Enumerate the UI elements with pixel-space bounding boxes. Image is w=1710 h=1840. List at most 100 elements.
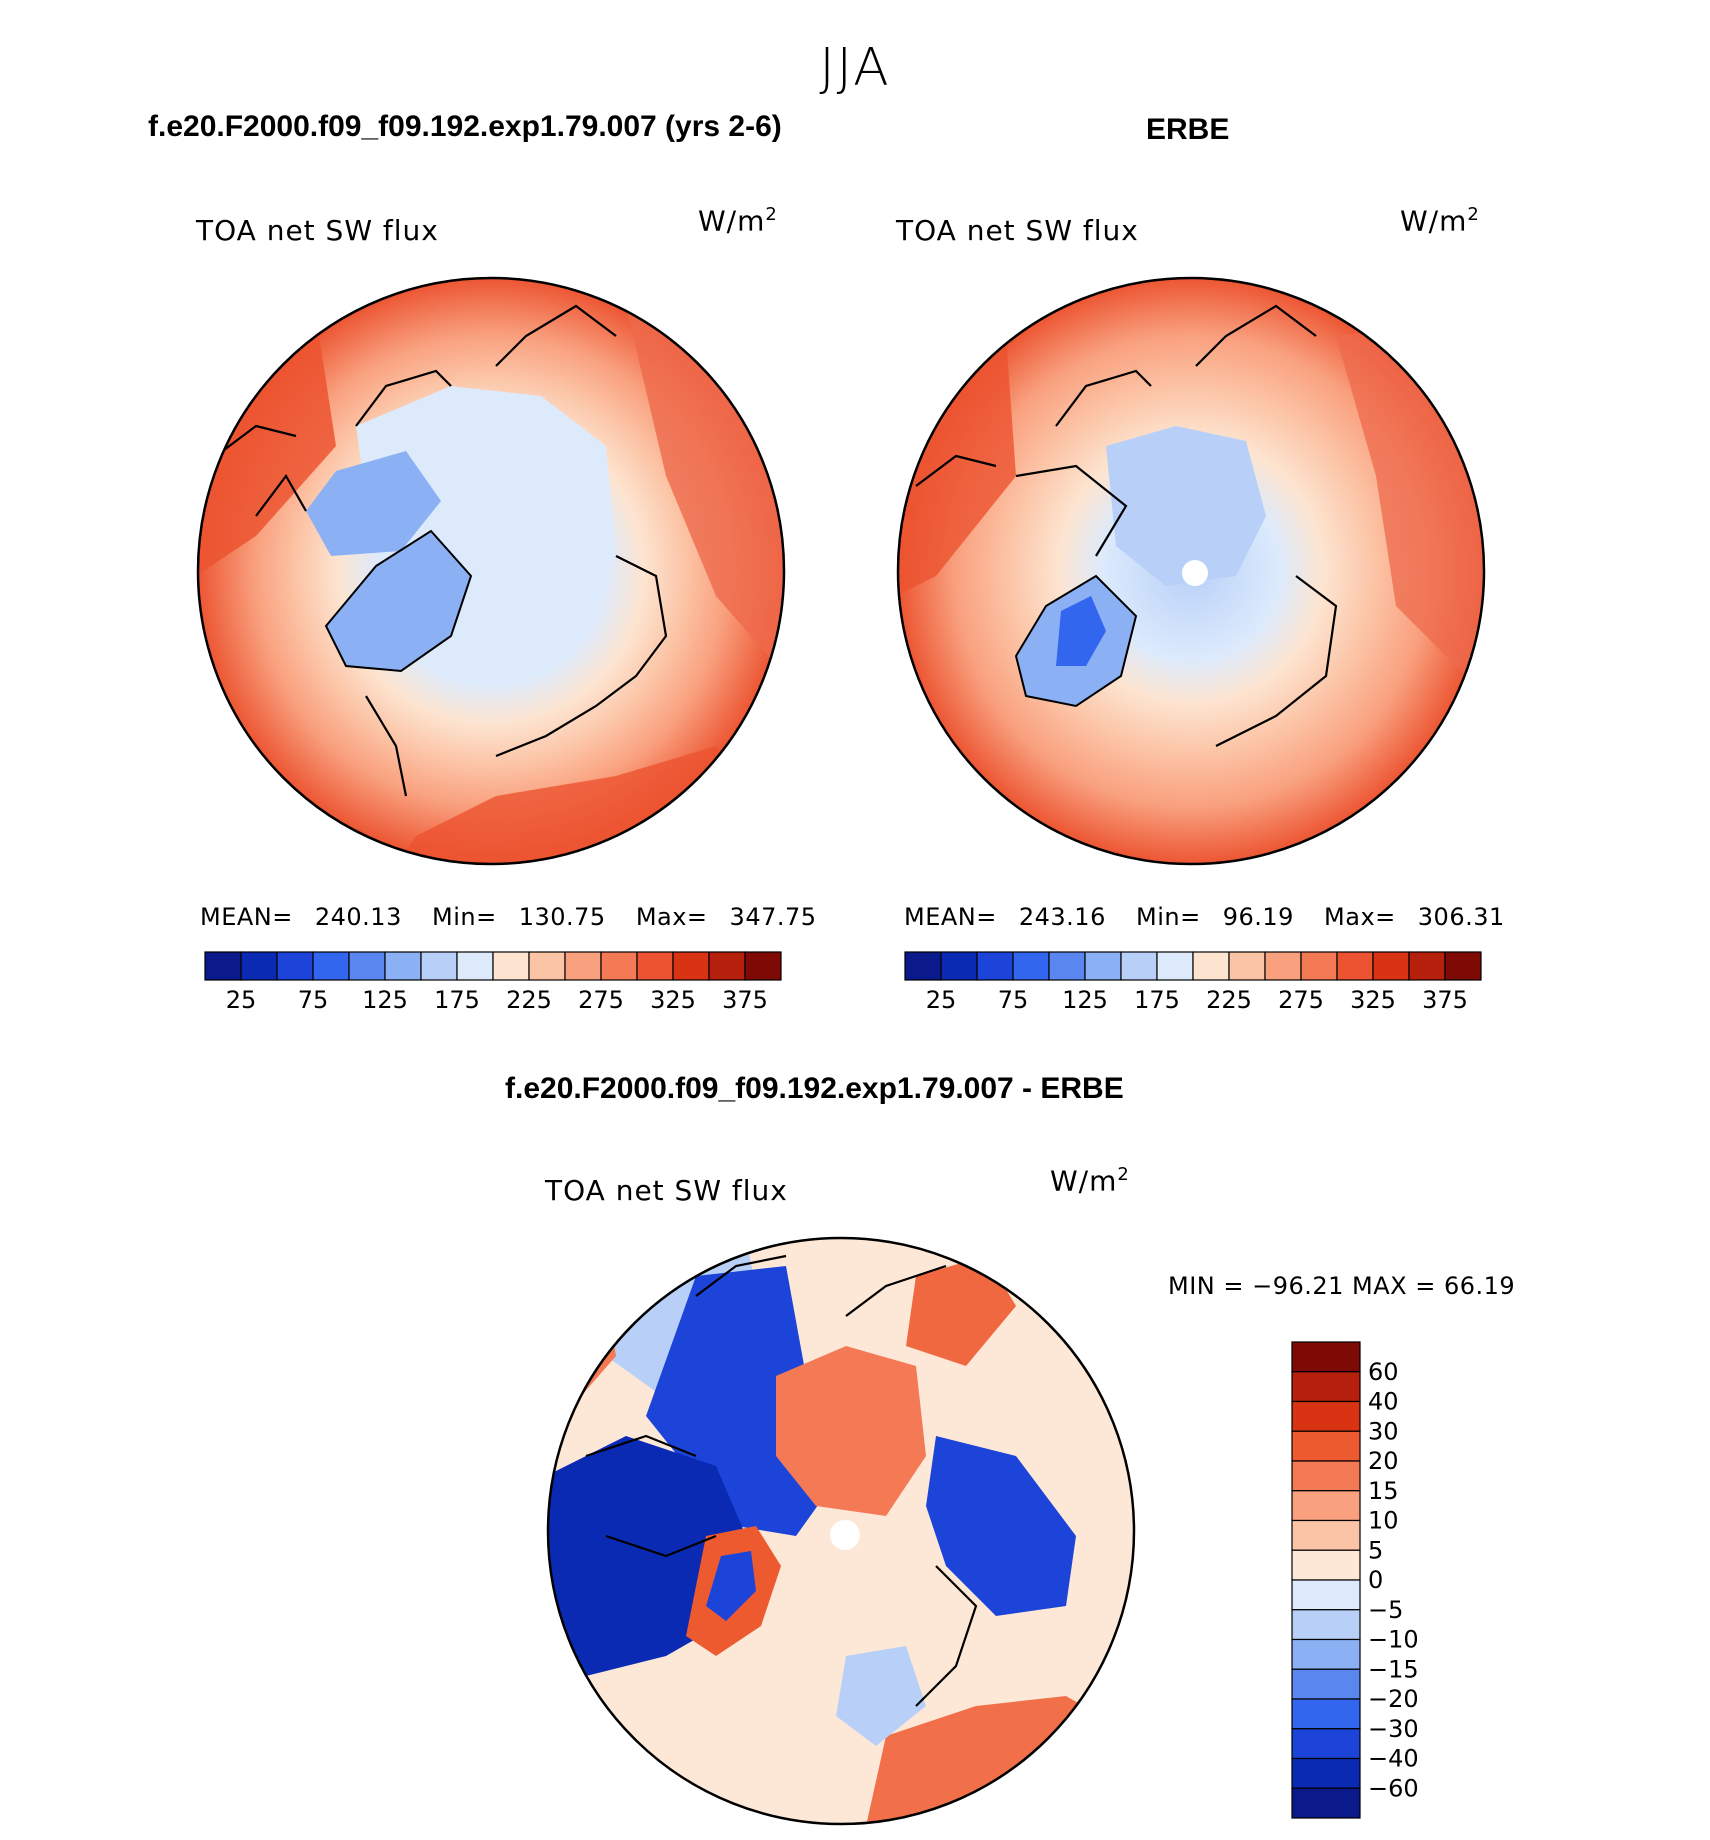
panel2-units-label: W/m2: [1400, 204, 1480, 238]
panel2-colorbar-swatch: [940, 951, 978, 981]
panel1-colorbar-swatch: [564, 951, 602, 981]
panel2-coastlines: [915, 304, 1338, 747]
panel1-colorbar-swatch: [456, 951, 494, 981]
panel3-colorbar-tick-label: −5: [1368, 1596, 1403, 1624]
panel3-colorbar-tick-label: 60: [1368, 1358, 1399, 1386]
panel2-colorbar-swatch: [1156, 951, 1194, 981]
panel2-colorbar-swatch: [1228, 951, 1266, 981]
panel1-colorbar-tick-label: 225: [506, 986, 552, 1010]
panel2-colorbar-swatch: [904, 951, 942, 981]
panel3-colorbar-tick-label: 40: [1368, 1388, 1399, 1416]
panel3-colorbar-swatch: [1291, 1668, 1361, 1700]
panel1-greenland: [324, 529, 473, 673]
panel1-colorbar-swatch: [708, 951, 746, 981]
panel2-colorbar-tick-label: 25: [926, 986, 957, 1010]
panel2-arctic-ice-region: [1106, 426, 1266, 586]
panel1-colorbar: 25 75 125 175 225 275 325 375: [204, 951, 782, 1010]
panel3-colorbar-swatch: [1291, 1728, 1361, 1760]
panel1-mean-value: 240.13: [314, 903, 402, 931]
panel2-max-label: Max=: [1324, 903, 1396, 931]
panel2-colorbar-swatch: [1336, 951, 1374, 981]
panel2-stats: MEAN= 243.16 Min= 96.19 Max= 306.31: [904, 903, 1527, 931]
panel1-map: [196, 276, 786, 866]
panel1-units-label: W/m2: [698, 204, 778, 238]
panel2-colorbar-tick-label: 275: [1278, 986, 1324, 1010]
panel3-colorbar-swatch: [1291, 1400, 1361, 1432]
panel3-variable-label: TOA net SW flux: [545, 1174, 788, 1207]
panel3-greenland-cold: [706, 1551, 756, 1621]
panel2-map-boundary: [896, 276, 1486, 866]
panel2-colorbar-swatch: [1084, 951, 1122, 981]
panel3-colorbar-tick-label: −20: [1368, 1685, 1419, 1713]
panel3-colorbar-tick-label: −40: [1368, 1745, 1419, 1773]
panel2-pole-mask: [1182, 560, 1208, 586]
panel1-colorbar-swatch: [528, 951, 566, 981]
panel3-colorbar-swatch: [1291, 1787, 1361, 1819]
panel3-colorbar-swatch: [1291, 1519, 1361, 1551]
panel3-minmax: MIN = −96.21 MAX = 66.19: [1168, 1272, 1516, 1300]
panel1-coastlines: [215, 304, 668, 797]
panel2-colorbar-swatch: [1048, 951, 1086, 981]
panel3-colorbar-swatch: [1291, 1757, 1361, 1789]
panel2-colorbar-tick-label: 225: [1206, 986, 1252, 1010]
panel2-max-value: 306.31: [1417, 903, 1505, 931]
panel2-colorbar-tick-label: 325: [1350, 986, 1396, 1010]
panel3-colorbar-swatch: [1291, 1490, 1361, 1522]
panel2-colorbar-tick-label: 375: [1422, 986, 1468, 1010]
panel1-colorbar-swatch: [240, 951, 278, 981]
panel3-colorbar-swatch: [1291, 1341, 1361, 1373]
season-title: JJA: [819, 38, 891, 98]
panel1-colorbar-swatch: [204, 951, 242, 981]
panel2-colorbar-swatch: [1192, 951, 1230, 981]
panel2-colorbar-swatch: [976, 951, 1014, 981]
panel1-colorbar-tick-label: 325: [650, 986, 696, 1010]
panel3-coastlines: [585, 1254, 978, 1707]
panel1-colorbar-tick-label: 25: [226, 986, 257, 1010]
panel3-cool-region-scandinavia: [836, 1646, 926, 1746]
panel3-colorbar-tick-label: −30: [1368, 1715, 1419, 1743]
panel2-greenland-core: [1056, 596, 1106, 666]
panel3-colorbar-tick-label: 10: [1368, 1507, 1399, 1535]
panel2-mean-label: MEAN=: [904, 903, 997, 931]
panel1-colorbar-swatch: [492, 951, 530, 981]
panel2-colorbar: 25 75 125 175 225 275 325 375: [904, 951, 1482, 1010]
panel2-colorbar-tick-label: 75: [998, 986, 1029, 1010]
panel1-min-label: Min=: [431, 903, 497, 931]
panel3-colorbar-swatch: [1291, 1579, 1361, 1611]
panel2-title: ERBE: [1146, 113, 1230, 146]
panel2-colorbar-tick-label: 125: [1062, 986, 1108, 1010]
panel1-colorbar-swatch: [384, 951, 422, 981]
panel2-colorbar-swatch: [1372, 951, 1410, 981]
panel3-colorbar-swatch: [1291, 1638, 1361, 1670]
panel3-colorbar-swatch: [1291, 1430, 1361, 1462]
panel2-colorbar-swatch: [1264, 951, 1302, 981]
panel1-map-boundary: [196, 276, 786, 866]
panel1-colorbar-swatch: [420, 951, 458, 981]
panel3-colorbar-tick-label: −10: [1368, 1626, 1419, 1654]
panel1-stats: MEAN= 240.13 Min= 130.75 Max= 347.75: [200, 903, 839, 931]
panel2-min-value: 96.19: [1222, 903, 1294, 931]
panel3-pole-mask: [830, 1520, 860, 1550]
panel3-colorbar-tick-label: −60: [1368, 1774, 1419, 1802]
panel1-colorbar-swatch: [600, 951, 638, 981]
panel3-units-label: W/m2: [1050, 1164, 1130, 1198]
panel1-max-value: 347.75: [729, 903, 817, 931]
panel3-warm-region-arctic: [776, 1346, 926, 1516]
panel1-colorbar-tick-label: 175: [434, 986, 480, 1010]
panel1-max-label: Max=: [635, 903, 708, 931]
panel1-colorbar-swatch: [744, 951, 782, 981]
panel3-warm-region-chukotka: [906, 1256, 1016, 1366]
panel1-mean-label: MEAN=: [200, 903, 293, 931]
panel3-colorbar-swatch: [1291, 1609, 1361, 1641]
panel3-colorbar-swatch: [1291, 1460, 1361, 1492]
panel3-colorbar-swatch: [1291, 1698, 1361, 1730]
panel3-colorbar-swatch: [1291, 1549, 1361, 1581]
panel3-colorbar-swatch: [1291, 1371, 1361, 1403]
panel1-colorbar-swatch: [636, 951, 674, 981]
panel3-colorbar-tick-label: 0: [1368, 1566, 1383, 1594]
panel2-colorbar-swatch: [1012, 951, 1050, 981]
panel1-colorbar-tick-label: 125: [362, 986, 408, 1010]
panel2-colorbar-tick-label: 175: [1134, 986, 1180, 1010]
panel2-colorbar-swatch: [1300, 951, 1338, 981]
